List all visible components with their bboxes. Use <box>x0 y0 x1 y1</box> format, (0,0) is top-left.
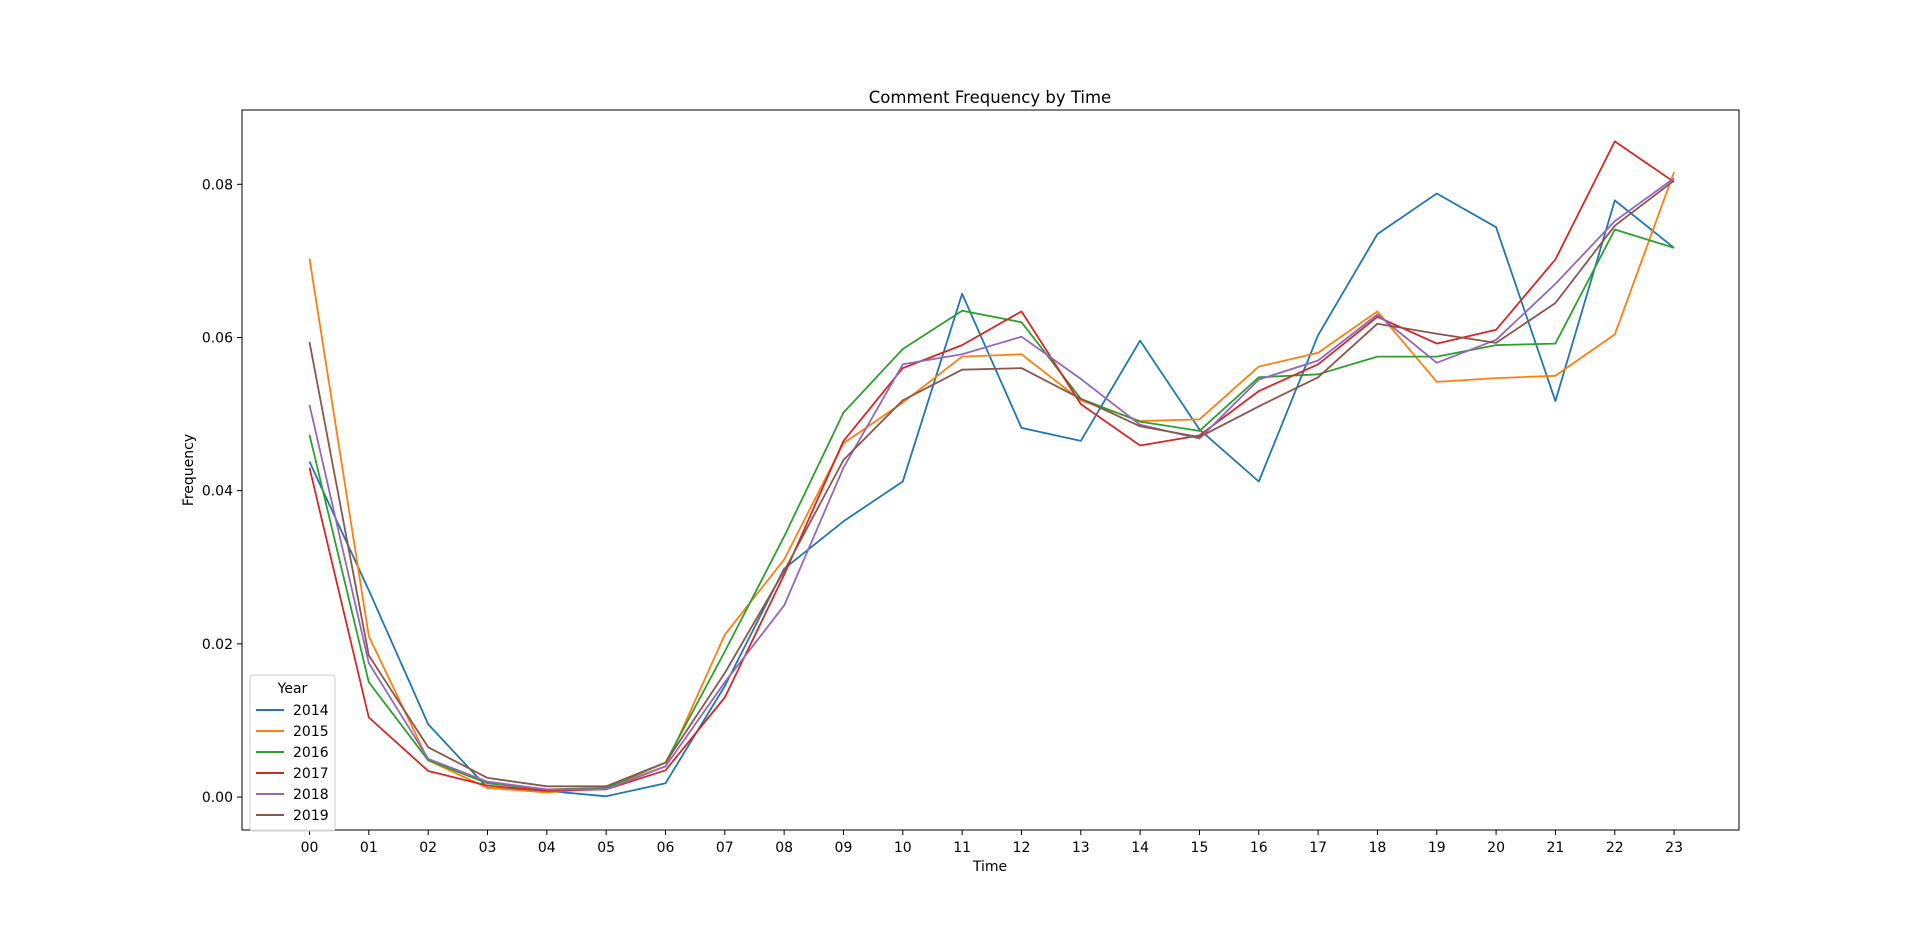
legend-label-2017: 2017 <box>293 766 329 782</box>
x-tick-label: 07 <box>716 840 734 856</box>
legend-label-2016: 2016 <box>293 745 329 761</box>
x-tick-label: 21 <box>1547 840 1565 856</box>
x-tick-label: 00 <box>301 840 319 856</box>
legend-title: Year <box>277 681 308 697</box>
x-tick-label: 17 <box>1309 840 1327 856</box>
plot-frame <box>241 109 1740 831</box>
series-line-2019 <box>308 179 1675 788</box>
x-tick-label: 15 <box>1191 840 1209 856</box>
x-tick-label: 19 <box>1428 840 1446 856</box>
x-tick-label: 10 <box>894 840 912 856</box>
x-tick-label: 04 <box>538 840 556 856</box>
x-tick-label: 08 <box>775 840 793 856</box>
x-tick-label: 03 <box>479 840 497 856</box>
legend-label-2015: 2015 <box>293 724 329 740</box>
y-axis-label: Frequency <box>181 434 197 506</box>
y-tick-label: 0.08 <box>202 177 233 193</box>
x-tick-label: 14 <box>1131 840 1149 856</box>
x-axis-label: Time <box>972 859 1007 875</box>
x-tick-label: 16 <box>1250 840 1268 856</box>
legend-label-2018: 2018 <box>293 787 329 803</box>
x-tick-label: 05 <box>597 840 615 856</box>
x-tick-label: 20 <box>1487 840 1505 856</box>
x-tick-label: 01 <box>360 840 378 856</box>
legend-label-2019: 2019 <box>293 808 329 824</box>
y-tick-label: 0.00 <box>202 790 233 806</box>
series-lines <box>308 140 1675 798</box>
series-line-2018 <box>308 177 1675 791</box>
y-tick-label: 0.06 <box>202 330 233 346</box>
legend-label-2014: 2014 <box>293 703 329 719</box>
x-tick-label: 06 <box>657 840 675 856</box>
y-tick-label: 0.04 <box>202 484 233 500</box>
x-tick-label: 11 <box>953 840 971 856</box>
y-tick-label: 0.02 <box>202 637 233 653</box>
legend-box <box>249 674 336 832</box>
series-line-2017 <box>308 140 1675 792</box>
x-tick-label: 02 <box>419 840 437 856</box>
x-tick-label: 23 <box>1665 840 1683 856</box>
y-axis-ticks: 0.00 0.02 0.04 0.06 0.08 <box>202 177 242 806</box>
series-line-2015 <box>308 171 1675 794</box>
x-tick-label: 22 <box>1606 840 1624 856</box>
x-tick-label: 18 <box>1369 840 1387 856</box>
chart-title: Comment Frequency by Time <box>869 88 1111 107</box>
legend: Year 2014 2015 2016 2017 2018 2019 <box>249 674 336 832</box>
x-tick-label: 09 <box>835 840 853 856</box>
x-tick-label: 12 <box>1013 840 1031 856</box>
x-axis-ticks: 00 01 02 03 04 05 06 07 08 09 10 11 12 13 14 15 16 17 18 19… <box>301 830 1683 856</box>
x-tick-label: 13 <box>1072 840 1090 856</box>
